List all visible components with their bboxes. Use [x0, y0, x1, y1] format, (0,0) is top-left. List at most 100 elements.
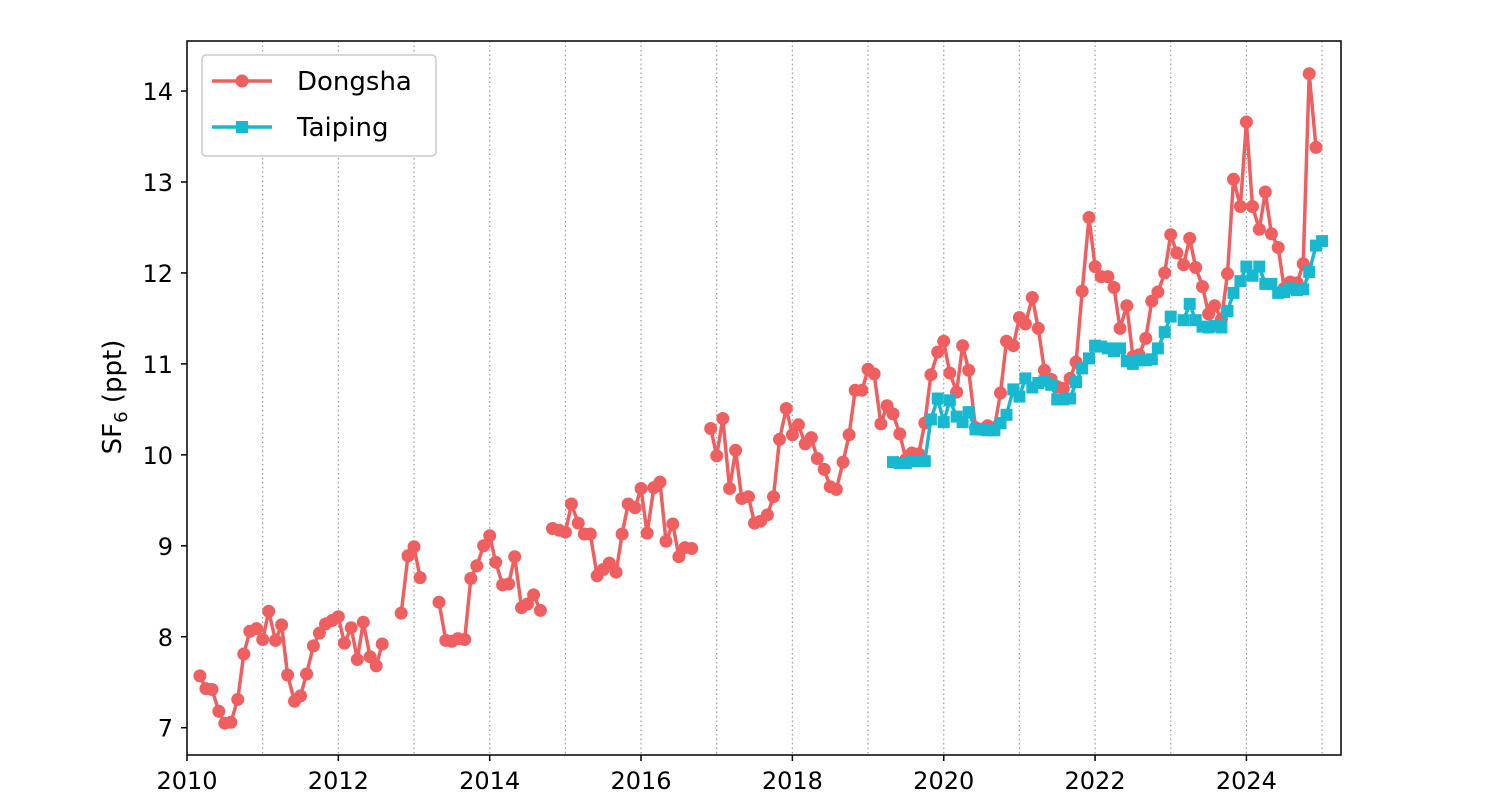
taiping-point [931, 392, 944, 405]
dongsha-point [508, 550, 522, 564]
dongsha-point [269, 633, 282, 647]
taiping-point [1158, 326, 1171, 339]
taiping-point [1303, 266, 1316, 278]
y-tick-label: 8 [158, 624, 173, 652]
taiping-point [1316, 235, 1329, 248]
legend: Dongsha Taiping [201, 54, 437, 157]
dongsha-point [502, 577, 516, 591]
dongsha-point [533, 603, 547, 617]
dongsha-point [1107, 281, 1121, 294]
dongsha-point [583, 527, 597, 541]
dongsha-point [886, 407, 900, 421]
dongsha-point [773, 432, 786, 446]
dongsha-point [710, 449, 724, 463]
dongsha-point [477, 539, 491, 553]
taiping-point [1000, 408, 1013, 421]
legend-label-dongsha: Dongsha [297, 67, 412, 97]
dongsha-point [256, 633, 270, 646]
dongsha-point [602, 556, 616, 570]
dongsha-point [356, 615, 370, 629]
dongsha-point [994, 386, 1007, 400]
x-tick-label: 2024 [1216, 767, 1277, 795]
dongsha-point [1031, 321, 1045, 335]
dongsha-point [1164, 228, 1178, 242]
dongsha-point [1075, 284, 1089, 298]
dongsha-point [375, 637, 389, 651]
dongsha-point [1309, 140, 1323, 154]
dongsha-point [312, 626, 326, 640]
taiping-point [1045, 378, 1058, 391]
dongsha-point [413, 571, 427, 585]
x-tick-label: 2022 [1065, 767, 1126, 795]
dongsha-point [1120, 299, 1134, 313]
dongsha-point [804, 431, 818, 445]
taiping-point [918, 455, 931, 468]
dongsha-point [250, 622, 264, 636]
x-tick-label: 2010 [156, 767, 217, 795]
x-tick-label: 2018 [762, 767, 823, 795]
dongsha-point [817, 462, 831, 476]
y-tick-label: 11 [142, 351, 173, 379]
dongsha-point [767, 490, 780, 504]
dongsha-point [1151, 285, 1165, 299]
dongsha-point [1101, 270, 1115, 284]
dongsha-point [653, 475, 667, 489]
dongsha-point [394, 606, 408, 620]
dongsha-point [344, 621, 358, 635]
dongsha-point [369, 659, 383, 673]
dongsha-point [1233, 200, 1247, 213]
y-tick-label: 14 [142, 78, 173, 106]
dongsha-point [874, 417, 888, 431]
legend-entry-taiping: Taiping [212, 113, 388, 143]
dongsha-point [564, 497, 578, 511]
taiping-point [924, 413, 937, 426]
taiping-point [1070, 376, 1083, 389]
dongsha-point [300, 667, 314, 681]
dongsha-point [609, 565, 623, 579]
dongsha-point [1139, 331, 1153, 345]
dongsha-point [666, 517, 680, 531]
y-axis-label-prefix: SF [98, 423, 128, 454]
taiping-point [1019, 372, 1032, 385]
dongsha-point [464, 572, 478, 585]
taiping-point [956, 416, 969, 429]
taiping-point [1297, 283, 1310, 296]
series-plot-area [193, 67, 1329, 730]
dongsha-point [483, 529, 497, 543]
dongsha-point [1145, 294, 1159, 308]
dongsha-point [237, 647, 251, 661]
dongsha-point [1252, 222, 1266, 236]
dongsha-point [527, 588, 541, 602]
y-tick-label: 10 [142, 442, 173, 470]
dongsha-point [1056, 381, 1070, 395]
dongsha-point [640, 526, 654, 540]
taiping-point [1221, 305, 1234, 318]
dongsha-point [1018, 317, 1032, 331]
dongsha-point [937, 334, 951, 348]
dongsha-point [779, 402, 793, 415]
dongsha-point [224, 715, 238, 729]
taiping-point [1145, 353, 1158, 366]
x-axis-ticks: 2010 2012 2014 2016 2018 2020 2022 2024 [156, 755, 1277, 795]
dongsha-point [1246, 200, 1259, 213]
taiping-point [1164, 310, 1177, 323]
y-axis-label-suffix: (ppt) [98, 340, 128, 412]
taiping-point [1227, 286, 1240, 299]
dongsha-point [1271, 241, 1285, 254]
dongsha-point [615, 527, 629, 541]
dongsha-point [1239, 115, 1253, 129]
dongsha-point [924, 368, 938, 382]
taiping-point [943, 394, 956, 407]
dongsha-point [1006, 339, 1020, 353]
dongsha-point [893, 427, 907, 441]
x-tick-label: 2012 [308, 767, 369, 795]
dongsha-point [407, 540, 421, 554]
dongsha-point [432, 595, 446, 609]
legend-entry-dongsha: Dongsha [212, 67, 412, 97]
dongsha-point [729, 443, 743, 457]
taiping-point [1215, 321, 1228, 334]
dongsha-point [791, 418, 805, 432]
dongsha-point [275, 618, 289, 632]
series-dongsha [193, 67, 1323, 730]
dongsha-point [363, 650, 377, 664]
